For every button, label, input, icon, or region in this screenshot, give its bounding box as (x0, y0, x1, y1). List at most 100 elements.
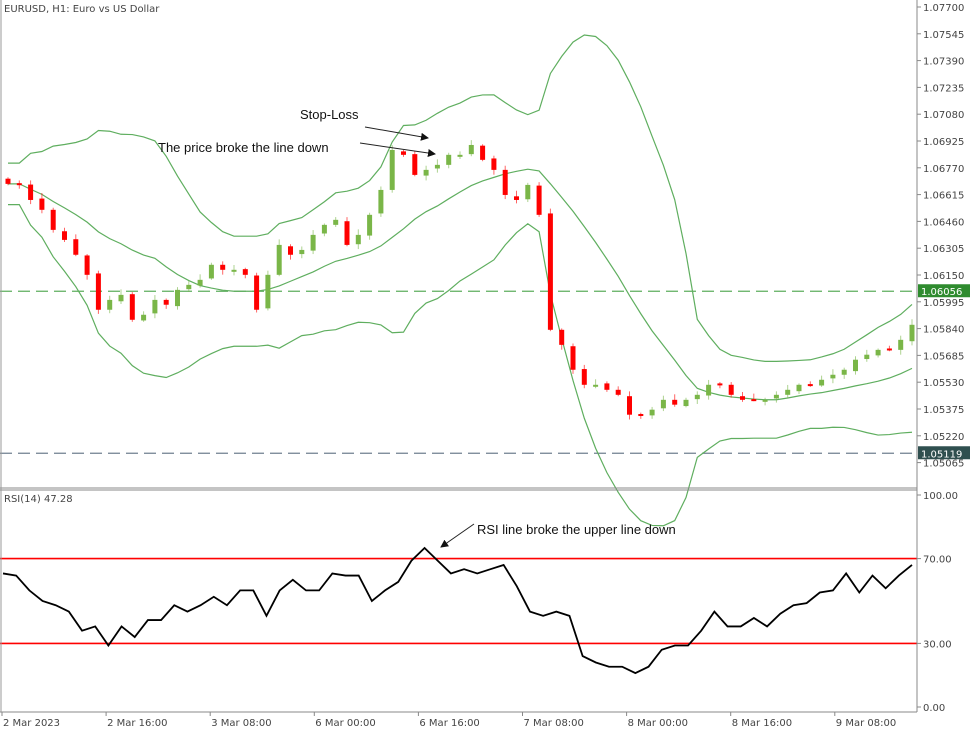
candle-body (807, 384, 813, 387)
price-tick-label: 1.05530 (923, 378, 964, 389)
candle (694, 391, 700, 404)
candle-body (570, 346, 576, 370)
candle-body (502, 169, 508, 195)
candle-body (152, 299, 158, 314)
candle (491, 155, 497, 175)
candle (310, 230, 316, 255)
candle-body (333, 219, 339, 225)
candle (627, 391, 632, 420)
candle-body (107, 299, 113, 310)
candle (299, 246, 305, 259)
candle (62, 227, 67, 242)
candle-body (819, 379, 825, 386)
rsi-tick-label: 70.00 (923, 555, 952, 566)
candle (728, 382, 734, 398)
time-tick-label: 8 Mar 00:00 (628, 718, 688, 729)
candle (514, 190, 519, 204)
candle (841, 367, 847, 379)
price-pane[interactable] (0, 34, 917, 527)
time-tick-label: 9 Mar 08:00 (836, 718, 896, 729)
candle (796, 383, 802, 394)
bollinger-upper-band (8, 34, 913, 362)
candle (785, 384, 791, 399)
price-tick-label: 1.05995 (923, 298, 964, 309)
candle-body (785, 389, 791, 395)
candle-body (457, 154, 463, 157)
candle (773, 391, 779, 403)
stop-loss-annotation: Stop-Loss (300, 107, 429, 141)
candle (864, 349, 870, 362)
candle-body (175, 289, 180, 307)
arrow-icon (359, 142, 436, 157)
time-tick-label: 2 Mar 2023 (3, 718, 60, 729)
candle (175, 287, 180, 310)
candle-body (208, 264, 214, 279)
candle-body (875, 349, 881, 356)
candle-body (525, 184, 531, 200)
candle (909, 319, 915, 346)
candle (321, 223, 327, 237)
candle-body (660, 399, 666, 409)
candle-body (638, 414, 644, 417)
candle-body (536, 185, 542, 215)
rsi-pane[interactable] (0, 546, 917, 675)
price-tick-label: 1.05375 (923, 405, 964, 416)
bollinger-lower-band (8, 204, 913, 527)
candle-body (853, 359, 858, 372)
candle-body (310, 234, 316, 251)
candle (118, 289, 124, 305)
candle-body (141, 314, 147, 321)
price-tick-label: 1.06615 (923, 191, 964, 202)
candle-body (491, 158, 497, 170)
candle (559, 328, 565, 350)
candle-body (434, 164, 440, 169)
candle-body (39, 198, 45, 210)
candle (660, 395, 666, 412)
candle-body (480, 145, 486, 160)
candle (886, 345, 892, 352)
candle (378, 186, 384, 217)
candle-body (672, 399, 678, 405)
candle-body (909, 324, 915, 342)
candle (762, 397, 768, 406)
price-tick-label: 1.05065 (923, 459, 964, 470)
candle-body (773, 394, 779, 399)
candle-body (683, 399, 689, 407)
candle (344, 217, 350, 247)
candle (423, 165, 429, 181)
candle-body (898, 339, 904, 350)
price-break-label: The price broke the line down (158, 140, 329, 155)
candle (615, 386, 621, 397)
candle-body (796, 384, 802, 392)
candle (638, 412, 644, 419)
candle (220, 261, 226, 275)
candle-body (389, 149, 395, 190)
candle (73, 234, 79, 257)
candle (152, 295, 158, 319)
candle (28, 180, 34, 205)
candle (581, 364, 587, 389)
candle-body (559, 329, 565, 345)
candle-body (446, 154, 452, 165)
candle-body (604, 383, 610, 390)
chart-title: EURUSD, H1: Euro vs US Dollar (4, 4, 160, 15)
price-tick-label: 1.05685 (923, 351, 964, 362)
price-tick-label: 1.06305 (923, 244, 964, 255)
candle (807, 381, 813, 387)
candle-body (593, 384, 599, 387)
candle (706, 379, 712, 400)
candle (16, 180, 22, 189)
candle-body (321, 224, 327, 234)
candle-body (344, 221, 350, 245)
candle (717, 382, 723, 389)
candle (593, 379, 599, 389)
rsi-tick-label: 30.00 (923, 639, 952, 650)
time-tick-label: 2 Mar 16:00 (107, 718, 167, 729)
candle (265, 270, 271, 311)
rsi-tick-label: 100.00 (923, 491, 958, 502)
candle (434, 159, 440, 173)
candle (95, 270, 101, 314)
candle-body (118, 294, 124, 302)
